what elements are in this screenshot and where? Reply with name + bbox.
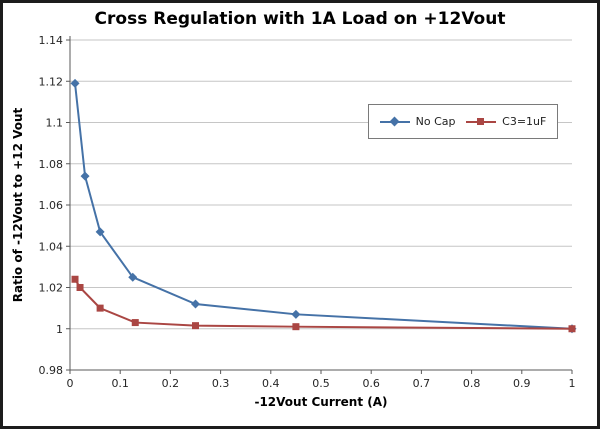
legend-label-no-cap: No Cap [415, 115, 456, 128]
marker-diamond-0 [291, 309, 301, 319]
marker-square-1 [292, 323, 300, 331]
chart-title: Cross Regulation with 1A Load on +12Vout [94, 9, 506, 29]
marker-square-1 [131, 319, 139, 327]
x-tick-label: 0.2 [162, 377, 180, 390]
legend-entry-no-cap: No Cap [379, 115, 456, 128]
x-tick-label: 0.5 [312, 377, 330, 390]
x-tick-label: 1 [569, 377, 576, 390]
y-tick-label: 1.04 [39, 240, 64, 253]
marker-diamond-0 [80, 171, 90, 181]
marker-square-1 [96, 304, 104, 312]
x-tick-label: 0.7 [413, 377, 431, 390]
x-tick-label: 0.9 [513, 377, 531, 390]
y-tick-label: 1.02 [39, 282, 64, 295]
x-axis-title: -12Vout Current (A) [254, 395, 388, 409]
x-tick-label: 0.3 [212, 377, 230, 390]
y-axis-title: Ratio of -12Vout to +12 Vout [11, 107, 25, 303]
legend-entry-c3: C3=1uF [466, 115, 546, 128]
x-tick-label: 0.8 [463, 377, 481, 390]
marker-square-1 [71, 275, 79, 283]
y-tick-label: 1.06 [39, 199, 64, 212]
y-tick-label: 0.98 [39, 364, 64, 377]
marker-diamond-0 [95, 227, 105, 237]
y-tick-label: 1.1 [46, 117, 64, 130]
marker-diamond-0 [191, 299, 200, 309]
marker-diamond-0 [128, 272, 138, 282]
x-tick-label: 0.6 [362, 377, 380, 390]
legend: No Cap C3=1uF [368, 104, 558, 139]
c3-square-icon [477, 118, 485, 125]
no-cap-key [379, 116, 410, 127]
x-tick-label: 0 [67, 377, 74, 390]
marker-square-1 [568, 325, 576, 333]
y-tick-label: 1 [56, 323, 63, 336]
y-tick-label: 1.12 [39, 75, 64, 88]
c3-key [466, 117, 497, 126]
marker-square-1 [192, 322, 199, 330]
y-tick-label: 1.08 [39, 158, 64, 171]
y-tick-label: 1.14 [39, 34, 64, 47]
marker-square-1 [76, 284, 84, 291]
plot-area: 0.98 1 1.02 1.04 1.06 1.08 1.1 1.12 1.14 0 0.1 0.2 0… [39, 34, 577, 390]
no-cap-diamond-icon [389, 116, 400, 127]
legend-label-c3: C3=1uF [502, 115, 547, 128]
x-tick-label: 0.1 [111, 377, 129, 390]
x-tick-label: 0.4 [262, 377, 280, 390]
series-line-1 [74, 278, 573, 330]
marker-diamond-0 [70, 78, 80, 88]
